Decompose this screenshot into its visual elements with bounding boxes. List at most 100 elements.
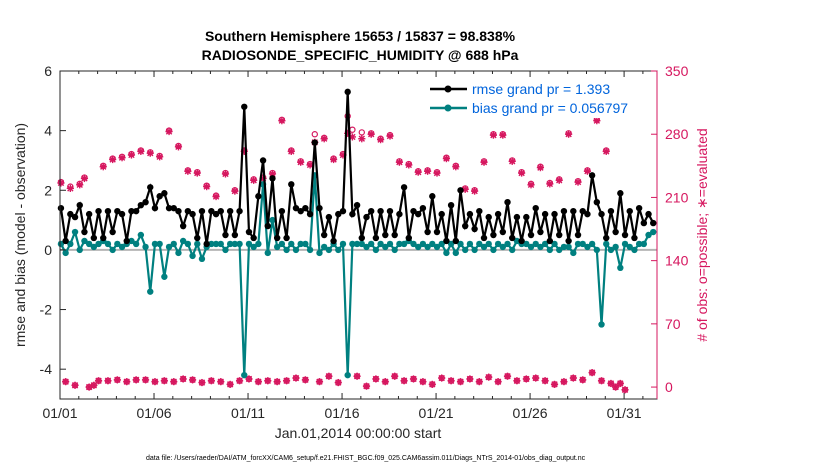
obs-evaluated-marker bbox=[555, 176, 563, 184]
rmse-point bbox=[358, 234, 365, 242]
bias-point bbox=[556, 246, 563, 254]
rmse-point bbox=[179, 222, 187, 230]
obs-evaluated-marker bbox=[480, 158, 488, 166]
obs-evaluated-marker bbox=[362, 382, 371, 390]
obs-evaluated-marker bbox=[466, 375, 474, 383]
x-tick-label: 01/01 bbox=[42, 405, 77, 421]
bias-point bbox=[631, 246, 638, 254]
bias-point bbox=[635, 240, 643, 248]
bias-point bbox=[462, 246, 469, 254]
rmse-point bbox=[645, 210, 652, 218]
rmse-point bbox=[297, 207, 304, 215]
bias-point bbox=[546, 246, 554, 254]
legend-rmse-label: rmse grand pr = 1.393 bbox=[472, 81, 610, 97]
rmse-point bbox=[494, 210, 502, 218]
rmse-point bbox=[363, 213, 370, 221]
obs-evaluated-marker bbox=[381, 378, 389, 386]
obs-evaluated-marker bbox=[405, 161, 413, 169]
obs-evaluated-marker bbox=[203, 182, 211, 191]
rmse-point bbox=[447, 201, 455, 209]
rmse-point bbox=[603, 234, 610, 242]
x-axis-label: Jan.01,2014 00:00:00 start bbox=[275, 425, 442, 441]
rmse-point bbox=[90, 234, 98, 242]
obs-evaluated-marker bbox=[489, 131, 498, 139]
bias-point bbox=[499, 243, 507, 251]
bias-point bbox=[269, 216, 276, 224]
rmse-point bbox=[565, 237, 572, 245]
bias-point bbox=[156, 240, 163, 248]
obs-evaluated-marker bbox=[612, 383, 620, 391]
obs-evaluated-marker bbox=[235, 377, 244, 385]
rmse-point bbox=[288, 181, 295, 188]
rmse-point bbox=[100, 234, 107, 242]
obs-evaluated-marker bbox=[597, 377, 606, 385]
obs-evaluated-marker bbox=[503, 372, 512, 380]
rmse-point bbox=[631, 234, 638, 242]
bias-point bbox=[452, 249, 460, 257]
bias-point bbox=[231, 240, 239, 248]
obs-evaluated-marker bbox=[583, 167, 592, 175]
y-axis-left-label: rmse and bias (model - observation) bbox=[12, 123, 28, 347]
bias-point bbox=[297, 240, 304, 248]
obs-evaluated-marker bbox=[391, 372, 399, 380]
rmse-point bbox=[523, 213, 530, 221]
chart-title-line1: Southern Hemisphere 15653 / 15837 = 98.8… bbox=[205, 28, 516, 44]
bias-point bbox=[509, 246, 516, 254]
obs-evaluated-marker bbox=[532, 374, 540, 382]
obs-evaluated-marker bbox=[226, 380, 234, 388]
rmse-point bbox=[165, 204, 173, 212]
obs-evaluated-marker bbox=[593, 117, 601, 125]
rmse-point bbox=[480, 234, 488, 242]
bias-point bbox=[132, 240, 140, 248]
bias-point bbox=[494, 240, 502, 248]
x-tick-label: 01/31 bbox=[607, 405, 642, 421]
bias-point bbox=[565, 243, 572, 251]
y-right-tick-label: 70 bbox=[665, 316, 681, 332]
obs-evaluated-marker bbox=[62, 378, 70, 386]
obs-evaluated-marker bbox=[616, 379, 624, 388]
rmse-point bbox=[278, 207, 286, 215]
rmse-point bbox=[95, 207, 102, 215]
obs-evaluated-marker bbox=[541, 377, 549, 385]
bias-point bbox=[241, 371, 248, 379]
bias-point bbox=[603, 240, 610, 248]
obs-evaluated-marker bbox=[127, 151, 136, 159]
obs-evaluated-marker bbox=[141, 376, 150, 384]
obs-evaluated-marker bbox=[471, 187, 479, 195]
bias-point bbox=[579, 240, 586, 248]
obs-possible-marker bbox=[358, 129, 365, 136]
rmse-point bbox=[147, 184, 154, 191]
bias-point bbox=[396, 240, 403, 248]
obs-evaluated-marker bbox=[499, 131, 507, 139]
obs-evaluated-marker bbox=[358, 135, 366, 143]
obs-evaluated-marker bbox=[273, 378, 281, 386]
bias-point bbox=[306, 246, 314, 254]
obs-evaluated-marker bbox=[207, 377, 215, 385]
bias-point bbox=[551, 240, 558, 248]
obs-evaluated-marker bbox=[287, 147, 295, 155]
bias-point bbox=[316, 249, 323, 257]
bias-point bbox=[527, 243, 535, 251]
rmse-point bbox=[306, 210, 314, 218]
obs-evaluated-marker bbox=[76, 181, 84, 189]
bias-point bbox=[626, 243, 633, 251]
obs-evaluated-marker bbox=[386, 132, 394, 140]
rmse-point bbox=[438, 210, 445, 218]
rmse-point bbox=[551, 210, 558, 218]
rmse-point bbox=[194, 234, 201, 242]
rmse-point bbox=[198, 207, 206, 215]
bias-point bbox=[339, 240, 347, 248]
rmse-point bbox=[584, 210, 591, 218]
rmse-point bbox=[485, 213, 492, 221]
bias-point bbox=[151, 240, 159, 248]
rmse-point bbox=[593, 199, 601, 206]
bias-point bbox=[118, 243, 126, 251]
obs-evaluated-marker bbox=[137, 147, 145, 155]
obs-evaluated-marker bbox=[165, 127, 173, 136]
bias-point bbox=[640, 240, 648, 248]
bias-point bbox=[302, 240, 309, 248]
bias-point bbox=[513, 237, 521, 245]
bias-point bbox=[433, 243, 441, 251]
rmse-point bbox=[588, 172, 596, 179]
bias-point bbox=[560, 243, 568, 251]
